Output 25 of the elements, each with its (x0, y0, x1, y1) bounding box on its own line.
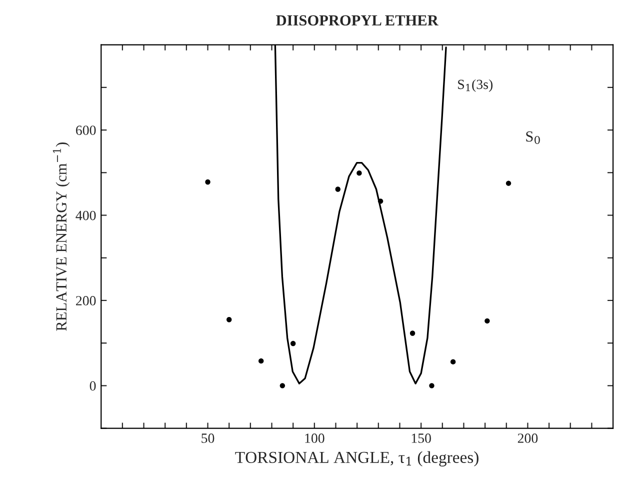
x-tick-label: 100 (305, 434, 324, 443)
point (290, 340, 296, 346)
x-tick-label: 200 (518, 434, 538, 443)
y-tick-label: 600 (76, 126, 96, 135)
point (450, 359, 456, 364)
x-tick-label: 150 (412, 434, 431, 443)
y-tick-label: 400 (76, 210, 96, 220)
text: S$_{0}$ (526, 131, 540, 144)
point (335, 186, 340, 192)
y-tick-label: 0 (90, 381, 96, 391)
point (258, 358, 264, 364)
series-label: S$_{1}$(3s) (458, 79, 493, 92)
point (356, 170, 362, 176)
point (205, 179, 210, 185)
point (484, 318, 490, 324)
x-axis-title: TORSIONAL ANGLE, τ$_{1}$ (degrees) (235, 451, 478, 466)
y-tick-label: 200 (76, 296, 96, 306)
point (429, 383, 434, 388)
point (506, 180, 512, 186)
point (280, 383, 286, 388)
x-tick-label: 50 (202, 434, 214, 443)
y-axis-title: RELATIVE ENERGY (cm$^{−1}$) (52, 142, 70, 331)
point (226, 317, 232, 322)
point (410, 330, 416, 336)
chart-title: DIISOPROPYL ETHER (276, 15, 438, 26)
